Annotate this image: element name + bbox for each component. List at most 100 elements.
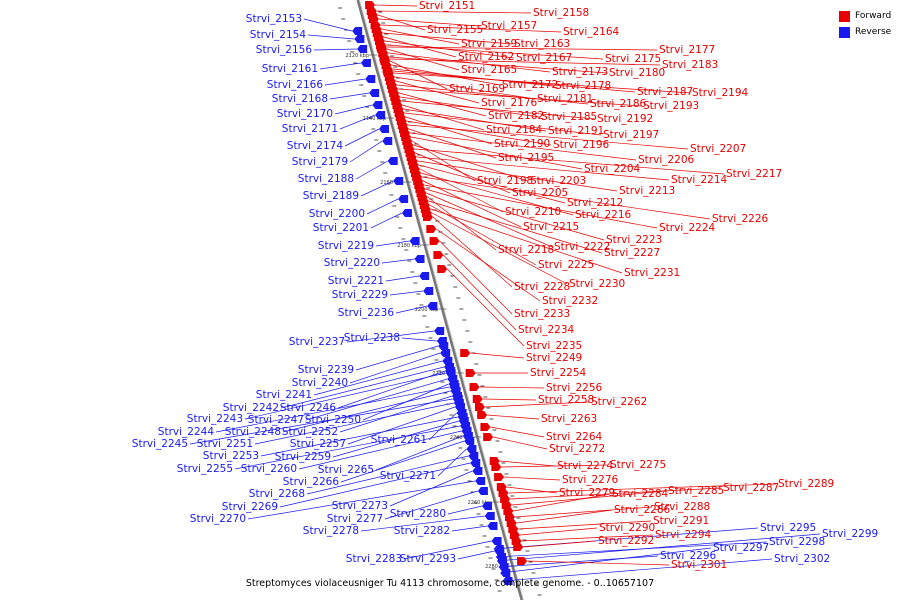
forward-gene-label[interactable]: Strvi_2212 bbox=[567, 197, 623, 209]
forward-gene-label[interactable]: Strvi_2289 bbox=[778, 478, 834, 490]
reverse-gene-label[interactable]: Strvi_2260 bbox=[241, 463, 297, 475]
reverse-gene-label[interactable]: Strvi_2166 bbox=[267, 79, 324, 91]
reverse-gene-label[interactable]: Strvi_2253 bbox=[203, 450, 259, 462]
reverse-gene-label[interactable]: Strvi_2298 bbox=[769, 536, 825, 548]
reverse-gene-label[interactable]: Strvi_2171 bbox=[282, 123, 338, 135]
forward-gene-label[interactable]: Strvi_2287 bbox=[723, 482, 779, 494]
reverse-gene-label[interactable]: Strvi_2154 bbox=[250, 29, 307, 41]
forward-gene-label[interactable]: Strvi_2177 bbox=[659, 44, 715, 56]
forward-gene-label[interactable]: Strvi_2183 bbox=[662, 59, 718, 71]
forward-gene-label[interactable]: Strvi_2234 bbox=[518, 324, 575, 336]
forward-gene-label[interactable]: Strvi_2215 bbox=[523, 221, 579, 233]
reverse-gene-label[interactable]: Strvi_2293 bbox=[400, 553, 456, 565]
forward-gene-label[interactable]: Strvi_2190 bbox=[494, 138, 550, 150]
forward-gene-label[interactable]: Strvi_2159 bbox=[461, 38, 517, 50]
reverse-gene-label[interactable]: Strvi_2297 bbox=[713, 542, 769, 554]
forward-gene-label[interactable]: Strvi_2194 bbox=[692, 87, 749, 99]
forward-gene-label[interactable]: Strvi_2192 bbox=[597, 113, 653, 125]
forward-gene-label[interactable]: Strvi_2218 bbox=[498, 244, 554, 256]
forward-gene-label[interactable]: Strvi_2228 bbox=[514, 281, 570, 293]
forward-gene-label[interactable]: Strvi_2169 bbox=[449, 83, 505, 95]
forward-gene-label[interactable]: Strvi_2198 bbox=[477, 175, 533, 187]
forward-gene-label[interactable]: Strvi_2164 bbox=[563, 26, 620, 38]
forward-gene-label[interactable]: Strvi_2173 bbox=[552, 66, 608, 78]
reverse-gene-label[interactable]: Strvi_2247 bbox=[248, 414, 304, 426]
forward-gene-label[interactable]: Strvi_2231 bbox=[624, 267, 680, 279]
forward-gene-label[interactable]: Strvi_2230 bbox=[569, 278, 625, 290]
reverse-gene-label[interactable]: Strvi_2277 bbox=[327, 513, 383, 525]
reverse-gene-label[interactable]: Strvi_2246 bbox=[280, 402, 337, 414]
reverse-gene-label[interactable]: Strvi_2243 bbox=[187, 413, 243, 425]
reverse-gene-label[interactable]: Strvi_2188 bbox=[298, 173, 354, 185]
reverse-gene-label[interactable]: Strvi_2252 bbox=[282, 426, 338, 438]
reverse-gene-label[interactable]: Strvi_2278 bbox=[303, 525, 359, 537]
forward-gene-label[interactable]: Strvi_2216 bbox=[575, 209, 632, 221]
reverse-gene-label[interactable]: Strvi_2161 bbox=[262, 63, 318, 75]
reverse-gene-label[interactable]: Strvi_2200 bbox=[309, 208, 365, 220]
forward-gene-label[interactable]: Strvi_2185 bbox=[541, 111, 597, 123]
reverse-gene-label[interactable]: Strvi_2270 bbox=[190, 513, 246, 525]
reverse-gene-label[interactable]: Strvi_2255 bbox=[177, 463, 233, 475]
forward-gene-label[interactable]: Strvi_2172 bbox=[502, 79, 558, 91]
forward-gene-label[interactable]: Strvi_2213 bbox=[619, 185, 675, 197]
reverse-gene-label[interactable]: Strvi_2280 bbox=[390, 508, 446, 520]
forward-gene-label[interactable]: Strvi_2290 bbox=[599, 522, 655, 534]
reverse-gene-label[interactable]: Strvi_2237 bbox=[289, 336, 345, 348]
forward-gene-label[interactable]: Strvi_2224 bbox=[659, 222, 716, 234]
forward-gene-label[interactable]: Strvi_2232 bbox=[542, 295, 598, 307]
forward-gene-label[interactable]: Strvi_2207 bbox=[690, 143, 746, 155]
forward-gene-label[interactable]: Strvi_2203 bbox=[530, 175, 586, 187]
forward-gene-label[interactable]: Strvi_2284 bbox=[612, 488, 669, 500]
forward-gene-label[interactable]: Strvi_2264 bbox=[546, 431, 603, 443]
forward-gene-label[interactable]: Strvi_2196 bbox=[553, 139, 610, 151]
forward-gene-label[interactable]: Strvi_2279 bbox=[559, 487, 615, 499]
reverse-gene-label[interactable]: Strvi_2257 bbox=[290, 438, 346, 450]
reverse-gene-label[interactable]: Strvi_2259 bbox=[275, 451, 331, 463]
forward-gene-label[interactable]: Strvi_2195 bbox=[498, 152, 554, 164]
forward-gene-label[interactable]: Strvi_2167 bbox=[516, 52, 572, 64]
reverse-gene-label[interactable]: Strvi_2248 bbox=[225, 426, 281, 438]
reverse-gene-label[interactable]: Strvi_2244 bbox=[158, 426, 215, 438]
forward-gene-label[interactable]: Strvi_2180 bbox=[609, 67, 665, 79]
forward-gene-label[interactable]: Strvi_2191 bbox=[548, 125, 604, 137]
forward-gene-label[interactable]: Strvi_2175 bbox=[605, 53, 661, 65]
forward-gene-label[interactable]: Strvi_2155 bbox=[427, 24, 483, 36]
forward-gene-label[interactable]: Strvi_2181 bbox=[537, 93, 593, 105]
forward-gene-label[interactable]: Strvi_2301 bbox=[671, 559, 727, 571]
reverse-gene-label[interactable]: Strvi_2241 bbox=[256, 389, 312, 401]
forward-gene-label[interactable]: Strvi_2294 bbox=[655, 529, 712, 541]
forward-gene-label[interactable]: Strvi_2276 bbox=[562, 474, 619, 486]
forward-gene-label[interactable]: Strvi_2217 bbox=[726, 168, 782, 180]
reverse-gene-label[interactable]: Strvi_2282 bbox=[394, 525, 450, 537]
forward-gene-label[interactable]: Strvi_2214 bbox=[671, 174, 728, 186]
reverse-gene-label[interactable]: Strvi_2240 bbox=[292, 377, 348, 389]
forward-gene-label[interactable]: Strvi_2157 bbox=[481, 20, 537, 32]
forward-gene-label[interactable]: Strvi_2285 bbox=[668, 485, 724, 497]
forward-gene-label[interactable]: Strvi_2226 bbox=[712, 213, 769, 225]
forward-gene-label[interactable]: Strvi_2182 bbox=[488, 110, 544, 122]
forward-gene-label[interactable]: Strvi_2263 bbox=[541, 413, 597, 425]
forward-gene-label[interactable]: Strvi_2256 bbox=[546, 382, 603, 394]
forward-gene-label[interactable]: Strvi_2163 bbox=[514, 38, 570, 50]
reverse-gene-label[interactable]: Strvi_2283 bbox=[346, 553, 402, 565]
reverse-gene-label[interactable]: Strvi_2296 bbox=[660, 550, 717, 562]
forward-gene-label[interactable]: Strvi_2187 bbox=[637, 86, 693, 98]
reverse-gene-label[interactable]: Strvi_2245 bbox=[132, 438, 188, 450]
reverse-gene-label[interactable]: Strvi_2201 bbox=[313, 222, 369, 234]
reverse-gene-label[interactable]: Strvi_2221 bbox=[328, 275, 384, 287]
forward-gene-label[interactable]: Strvi_2197 bbox=[603, 129, 659, 141]
forward-gene-label[interactable]: Strvi_2165 bbox=[461, 64, 517, 76]
reverse-gene-label[interactable]: Strvi_2170 bbox=[277, 108, 333, 120]
reverse-gene-label[interactable]: Strvi_2265 bbox=[318, 464, 374, 476]
reverse-gene-label[interactable]: Strvi_2302 bbox=[774, 553, 830, 565]
reverse-gene-label[interactable]: Strvi_2239 bbox=[298, 364, 354, 376]
forward-gene-label[interactable]: Strvi_2151 bbox=[419, 0, 475, 12]
forward-gene-label[interactable]: Strvi_2225 bbox=[538, 259, 594, 271]
forward-gene-label[interactable]: Strvi_2186 bbox=[590, 98, 647, 110]
reverse-gene-label[interactable]: Strvi_2269 bbox=[222, 501, 278, 513]
forward-gene-label[interactable]: Strvi_2204 bbox=[584, 163, 641, 175]
forward-gene-label[interactable]: Strvi_2158 bbox=[533, 7, 589, 19]
reverse-gene-label[interactable]: Strvi_2236 bbox=[338, 307, 395, 319]
forward-gene-label[interactable]: Strvi_2193 bbox=[643, 100, 699, 112]
reverse-gene-label[interactable]: Strvi_2250 bbox=[305, 414, 361, 426]
